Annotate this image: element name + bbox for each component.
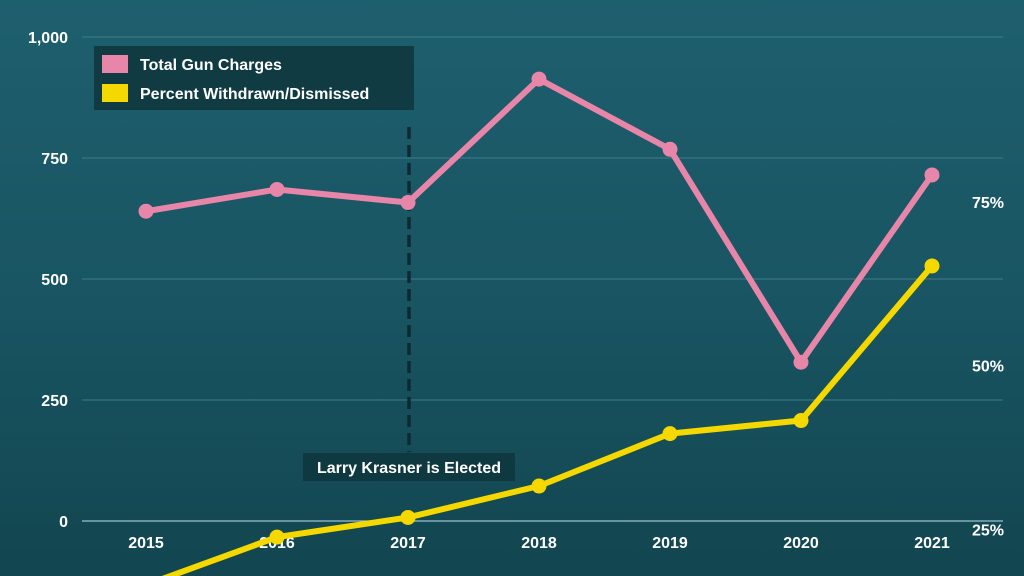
percent-dismissed-point-2018 — [531, 478, 547, 494]
y-left-tick-label: 750 — [41, 151, 68, 168]
annotation-box — [303, 453, 515, 481]
gun-charges-point-2018 — [531, 71, 547, 87]
annotation: Larry Krasner is Elected — [303, 127, 515, 481]
gun-charges-point-2016 — [269, 181, 285, 197]
legend-swatch — [102, 84, 128, 102]
x-tick-label: 2017 — [390, 535, 426, 552]
series-line-gun-charges — [143, 76, 935, 366]
y-right-tick-label: 25% — [972, 522, 1004, 539]
x-tick-label: 2020 — [783, 535, 819, 552]
annotation-label: Larry Krasner is Elected — [317, 460, 501, 477]
percent-dismissed-point-2021 — [924, 258, 940, 274]
legend-swatch — [102, 55, 128, 73]
x-tick-label: 2015 — [128, 535, 164, 552]
legend: Total Gun Charges Percent Withdrawn/Dismi… — [94, 46, 414, 110]
axes: 02505007501,00025%50%75%2015201620172018… — [28, 30, 1004, 552]
gun-charges-point-2021 — [924, 167, 940, 183]
gun-charges-point-2020 — [793, 354, 809, 370]
y-left-tick-label: 250 — [41, 393, 68, 410]
percent-dismissed-point-2016 — [269, 529, 285, 545]
percent-dismissed-point-2019 — [662, 426, 678, 442]
y-right-tick-label: 75% — [972, 195, 1004, 212]
gun-charges-point-2017 — [400, 195, 416, 211]
x-tick-label: 2019 — [652, 535, 688, 552]
legend-entry: Total Gun Charges — [140, 57, 282, 74]
y-right-tick-label: 50% — [972, 359, 1004, 376]
x-tick-label: 2018 — [521, 535, 557, 552]
gridlines — [82, 36, 1003, 401]
y-left-tick-label: 0 — [59, 514, 68, 531]
x-tick-label: 2021 — [914, 535, 950, 552]
y-left-tick-label: 1,000 — [28, 30, 68, 47]
legend-box — [94, 46, 414, 110]
y-left-tick-label: 500 — [41, 272, 68, 289]
legend-entry: Percent Withdrawn/Dismissed — [140, 86, 369, 103]
percent-dismissed-point-2020 — [793, 413, 809, 429]
gun-charges-point-2019 — [662, 141, 678, 157]
series — [138, 71, 940, 576]
gun-charges-point-2015 — [138, 203, 154, 219]
percent-dismissed-point-2017 — [400, 509, 416, 525]
series-line-percent-dismissed — [161, 262, 935, 576]
